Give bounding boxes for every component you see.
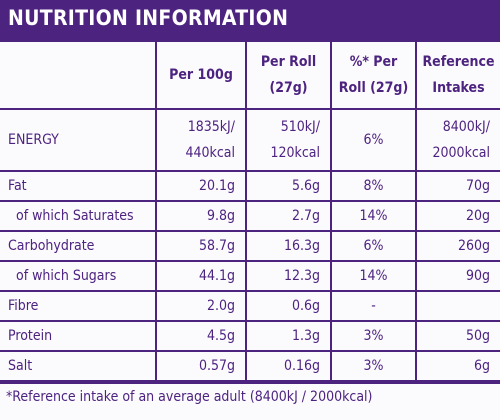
cell-line: 3% bbox=[363, 328, 384, 344]
value-cell: 0.57g bbox=[157, 352, 245, 380]
cell-line: 20.1g bbox=[198, 178, 235, 194]
title: NUTRITION INFORMATION bbox=[8, 6, 289, 30]
header-cell bbox=[0, 42, 155, 108]
cell-line: 50g bbox=[465, 328, 490, 344]
cell-line: Intakes bbox=[432, 80, 485, 96]
cell-line: Reference bbox=[422, 54, 495, 70]
value-cell: 510kJ/120kcal bbox=[247, 110, 330, 170]
value-cell: 2.0g bbox=[157, 292, 245, 320]
cell-line: Fat bbox=[8, 178, 27, 194]
cell-line: Protein bbox=[8, 328, 53, 344]
footnote: *Reference intake of an average adult (8… bbox=[0, 384, 500, 420]
cell-line: 2.7g bbox=[291, 208, 320, 224]
cell-line: 70g bbox=[465, 178, 490, 194]
cell-line: of which Sugars bbox=[16, 268, 117, 284]
value-cell: 20g bbox=[417, 202, 500, 230]
cell-line: 4.5g bbox=[206, 328, 235, 344]
value-cell: 90g bbox=[417, 262, 500, 290]
cell-line: - bbox=[371, 298, 376, 314]
cell-line: 20g bbox=[465, 208, 490, 224]
value-cell: 58.7g bbox=[157, 232, 245, 260]
value-cell: 3% bbox=[332, 352, 415, 380]
value-cell: 44.1g bbox=[157, 262, 245, 290]
cell-line: (27g) bbox=[269, 80, 308, 96]
row-label: of which Saturates bbox=[0, 202, 155, 230]
cell-line: 44.1g bbox=[198, 268, 235, 284]
cell-line: 14% bbox=[359, 208, 388, 224]
cell-line: of which Saturates bbox=[16, 208, 134, 224]
cell-line: Salt bbox=[8, 358, 33, 374]
row-label: Carbohydrate bbox=[0, 232, 155, 260]
cell-line: ENERGY bbox=[8, 132, 59, 148]
value-cell: 70g bbox=[417, 172, 500, 200]
value-cell: 260g bbox=[417, 232, 500, 260]
value-cell: 16.3g bbox=[247, 232, 330, 260]
value-cell: 6% bbox=[332, 110, 415, 170]
value-cell: 1835kJ/440kcal bbox=[157, 110, 245, 170]
value-cell: 1.3g bbox=[247, 322, 330, 350]
cell-line: 5.6g bbox=[291, 178, 320, 194]
cell-line: 260g bbox=[457, 238, 490, 254]
cell-line: 120kcal bbox=[270, 145, 320, 161]
row-label: Fat bbox=[0, 172, 155, 200]
cell-line: 6% bbox=[363, 132, 384, 148]
value-cell: 50g bbox=[417, 322, 500, 350]
cell-line: 510kJ/ bbox=[280, 119, 320, 135]
header-cell: Per Roll (27g) bbox=[247, 42, 330, 108]
value-cell: 0.6g bbox=[247, 292, 330, 320]
value-cell: 12.3g bbox=[247, 262, 330, 290]
value-cell: 3% bbox=[332, 322, 415, 350]
value-cell: 2.7g bbox=[247, 202, 330, 230]
row-label: Salt bbox=[0, 352, 155, 380]
value-cell: - bbox=[332, 292, 415, 320]
cell-line: Carbohydrate bbox=[8, 238, 95, 254]
cell-line: 3% bbox=[363, 358, 384, 374]
cell-line: 6% bbox=[363, 238, 384, 254]
cell-line: 2000kcal bbox=[432, 145, 490, 161]
value-cell: 20.1g bbox=[157, 172, 245, 200]
cell-line: 1835kJ/ bbox=[187, 119, 235, 135]
header-cell: Reference Intakes bbox=[417, 42, 500, 108]
cell-line: 8400kJ/ bbox=[442, 119, 490, 135]
value-cell: 6g bbox=[417, 352, 500, 380]
value-cell: 5.6g bbox=[247, 172, 330, 200]
row-label: Fibre bbox=[0, 292, 155, 320]
value-cell: 9.8g bbox=[157, 202, 245, 230]
cell-line: 6g bbox=[473, 358, 490, 374]
value-cell: 14% bbox=[332, 262, 415, 290]
value-cell: 4.5g bbox=[157, 322, 245, 350]
cell-line: 9.8g bbox=[206, 208, 235, 224]
value-cell: 6% bbox=[332, 232, 415, 260]
cell-line: Fibre bbox=[8, 298, 39, 314]
cell-line: 2.0g bbox=[206, 298, 235, 314]
row-label: Protein bbox=[0, 322, 155, 350]
cell-line: Per 100g bbox=[169, 67, 233, 83]
value-cell: 14% bbox=[332, 202, 415, 230]
value-cell: 0.16g bbox=[247, 352, 330, 380]
row-label: ENERGY bbox=[0, 110, 155, 170]
header-cell: Per 100g bbox=[157, 42, 245, 108]
cell-line: 90g bbox=[465, 268, 490, 284]
cell-line: 12.3g bbox=[283, 268, 320, 284]
cell-line: 58.7g bbox=[198, 238, 235, 254]
cell-line: 16.3g bbox=[283, 238, 320, 254]
header-cell: %* Per Roll (27g) bbox=[332, 42, 415, 108]
cell-line: 0.16g bbox=[283, 358, 320, 374]
cell-line: 440kcal bbox=[185, 145, 235, 161]
cell-line: 14% bbox=[359, 268, 388, 284]
cell-line: 0.57g bbox=[198, 358, 235, 374]
row-label: of which Sugars bbox=[0, 262, 155, 290]
value-cell: 8% bbox=[332, 172, 415, 200]
cell-line: %* Per bbox=[349, 54, 398, 70]
value-cell bbox=[417, 292, 500, 320]
cell-line: Roll (27g) bbox=[338, 80, 409, 96]
cell-line: 1.3g bbox=[291, 328, 320, 344]
cell-line: 8% bbox=[363, 178, 384, 194]
value-cell: 8400kJ/2000kcal bbox=[417, 110, 500, 170]
cell-line: Per Roll bbox=[260, 54, 317, 70]
cell-line: 0.6g bbox=[291, 298, 320, 314]
